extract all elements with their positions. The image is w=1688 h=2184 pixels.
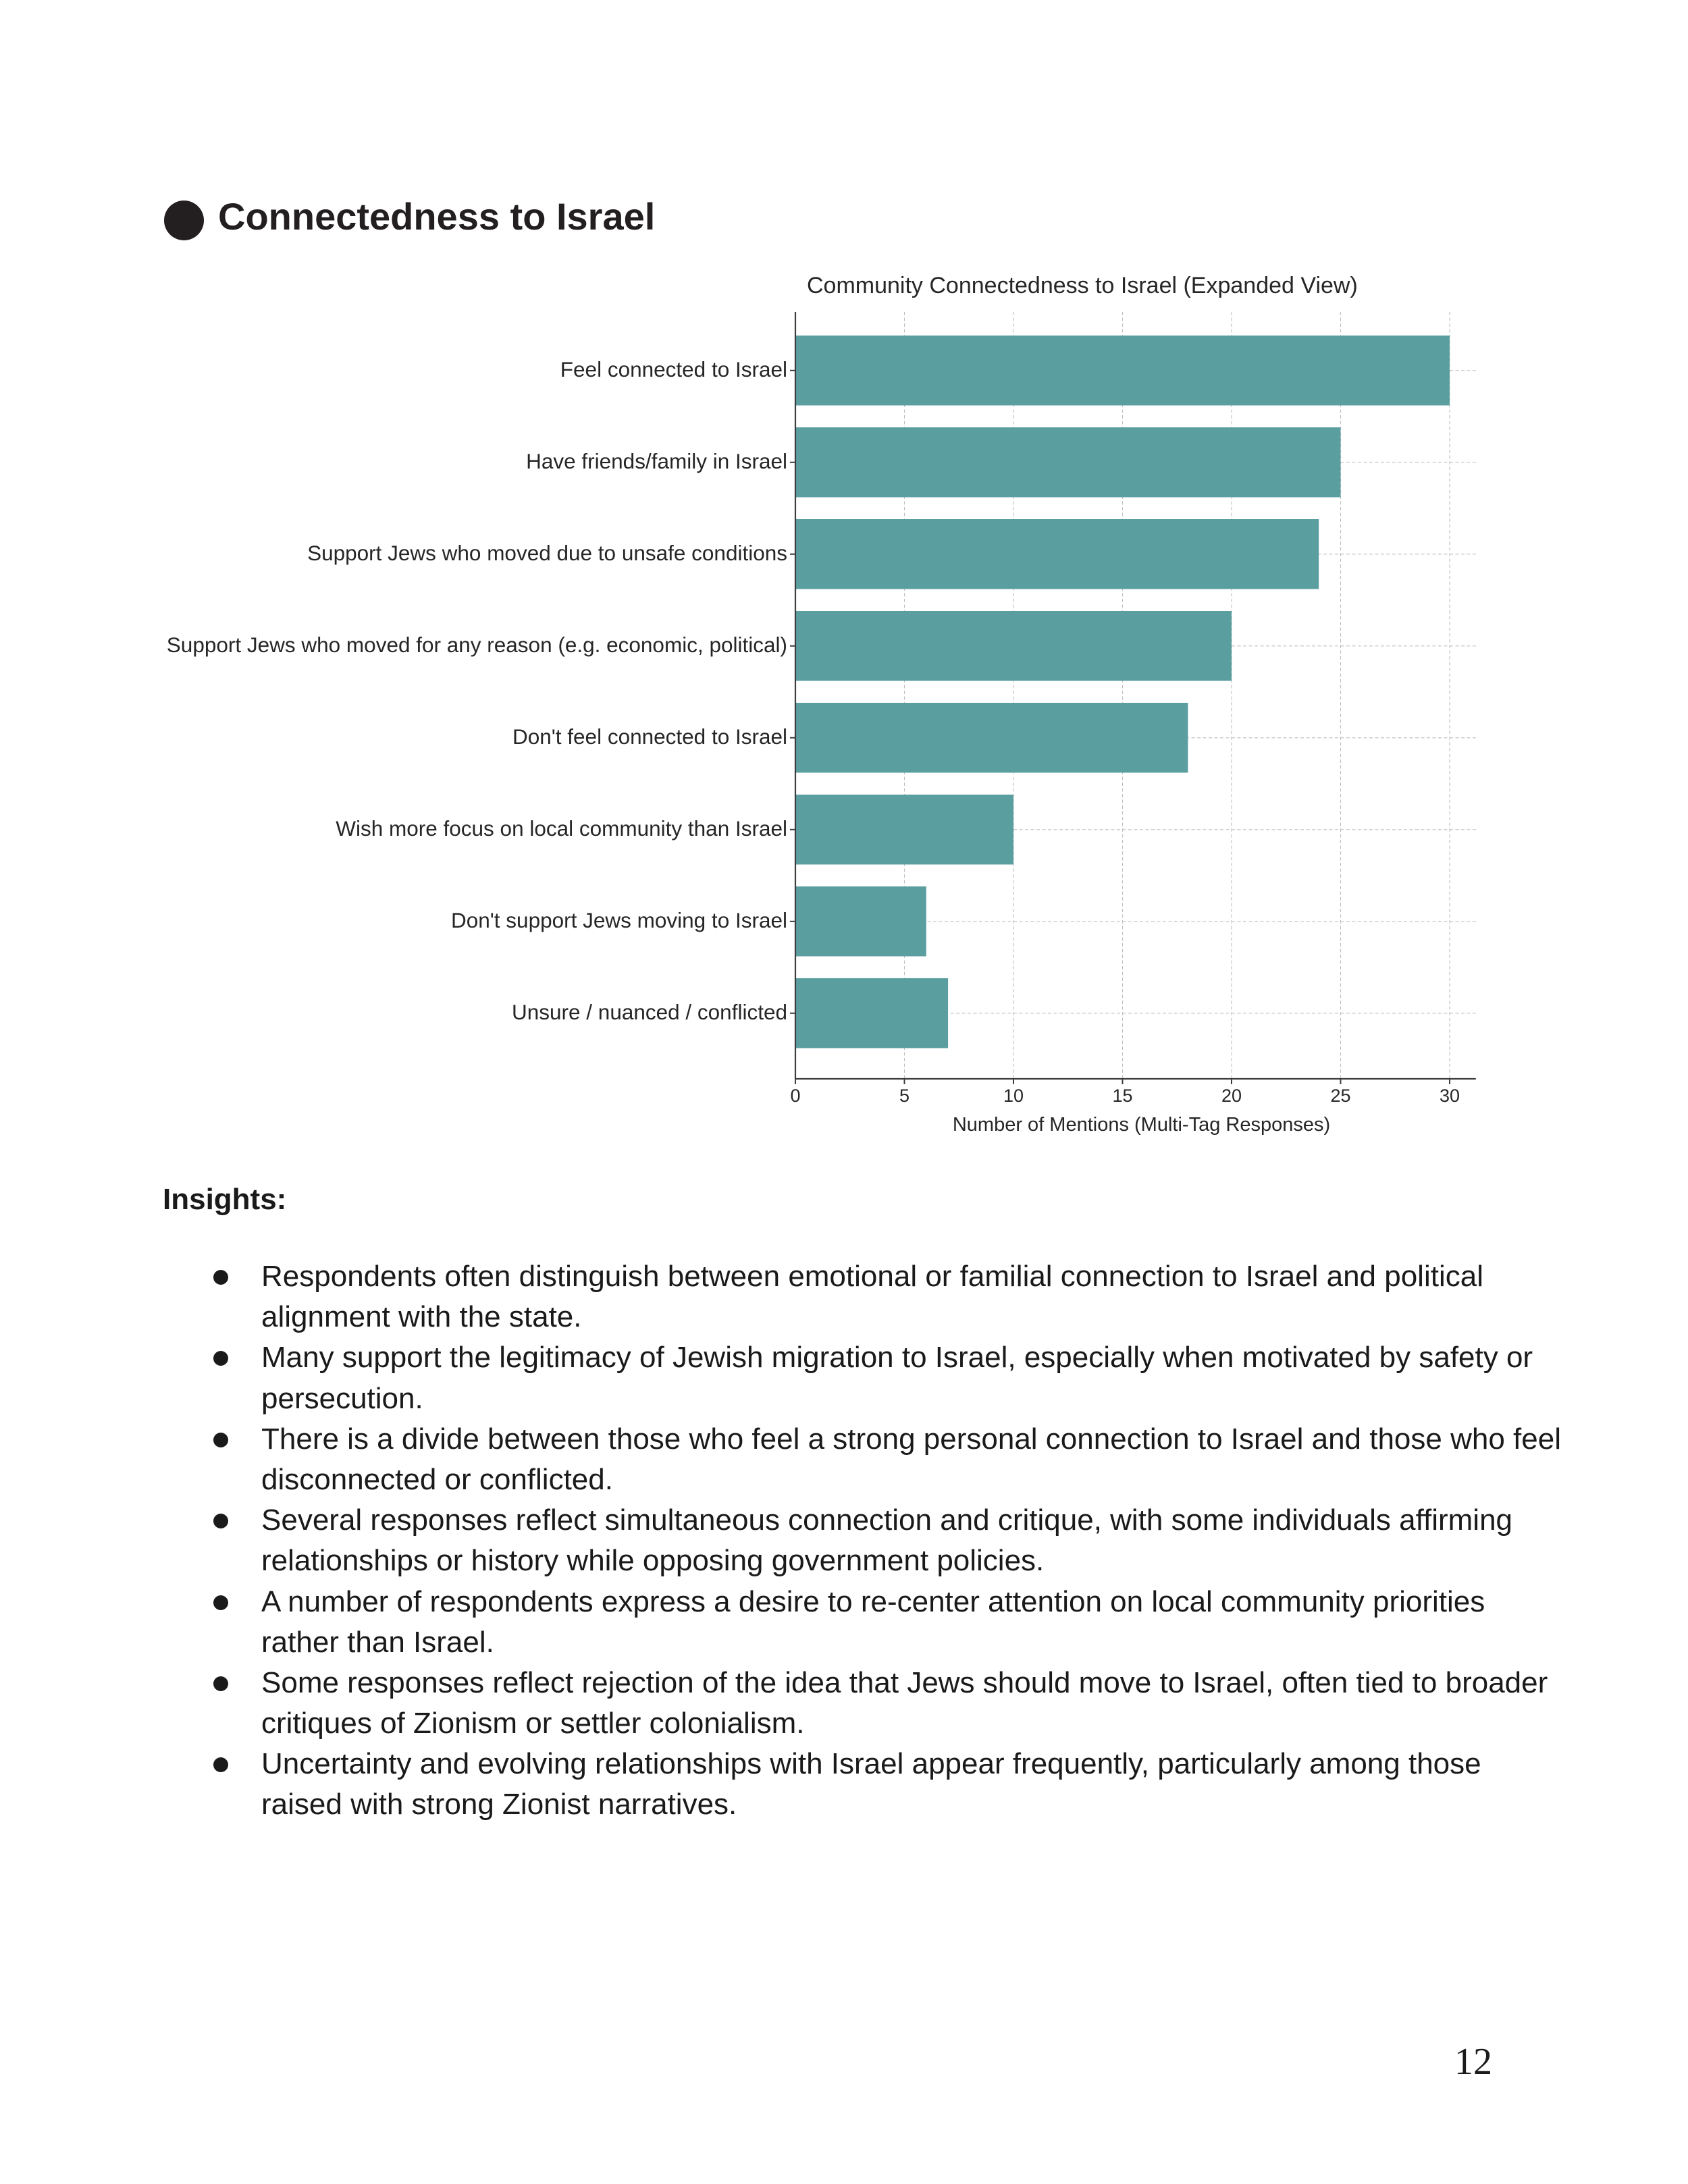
svg-text:Have friends/family in Israel: Have friends/family in Israel: [526, 449, 787, 473]
svg-text:20: 20: [1221, 1086, 1242, 1106]
svg-text:Unsure / nuanced / conflicted: Unsure / nuanced / conflicted: [512, 1000, 787, 1024]
svg-text:25: 25: [1330, 1086, 1350, 1106]
svg-text:Community Connectedness to Isr: Community Connectedness to Israel (Expan…: [807, 273, 1358, 298]
svg-text:Support Jews who moved for any: Support Jews who moved for any reason (e…: [167, 633, 787, 657]
svg-text:Don't feel connected to Israel: Don't feel connected to Israel: [512, 724, 787, 749]
svg-text:30: 30: [1440, 1086, 1460, 1106]
svg-text:5: 5: [899, 1086, 909, 1106]
svg-text:Wish more focus on local commu: Wish more focus on local community than …: [336, 816, 787, 841]
svg-text:Number of Mentions (Multi-Tag: Number of Mentions (Multi-Tag Responses): [953, 1114, 1330, 1136]
svg-text:0: 0: [790, 1086, 800, 1106]
svg-text:10: 10: [1003, 1086, 1024, 1106]
svg-text:Feel connected to Israel: Feel connected to Israel: [560, 357, 787, 381]
svg-text:15: 15: [1112, 1086, 1132, 1106]
svg-text:Don't support Jews moving to I: Don't support Jews moving to Israel: [451, 908, 787, 932]
svg-text:Support Jews who moved due to: Support Jews who moved due to unsafe con…: [307, 541, 787, 565]
